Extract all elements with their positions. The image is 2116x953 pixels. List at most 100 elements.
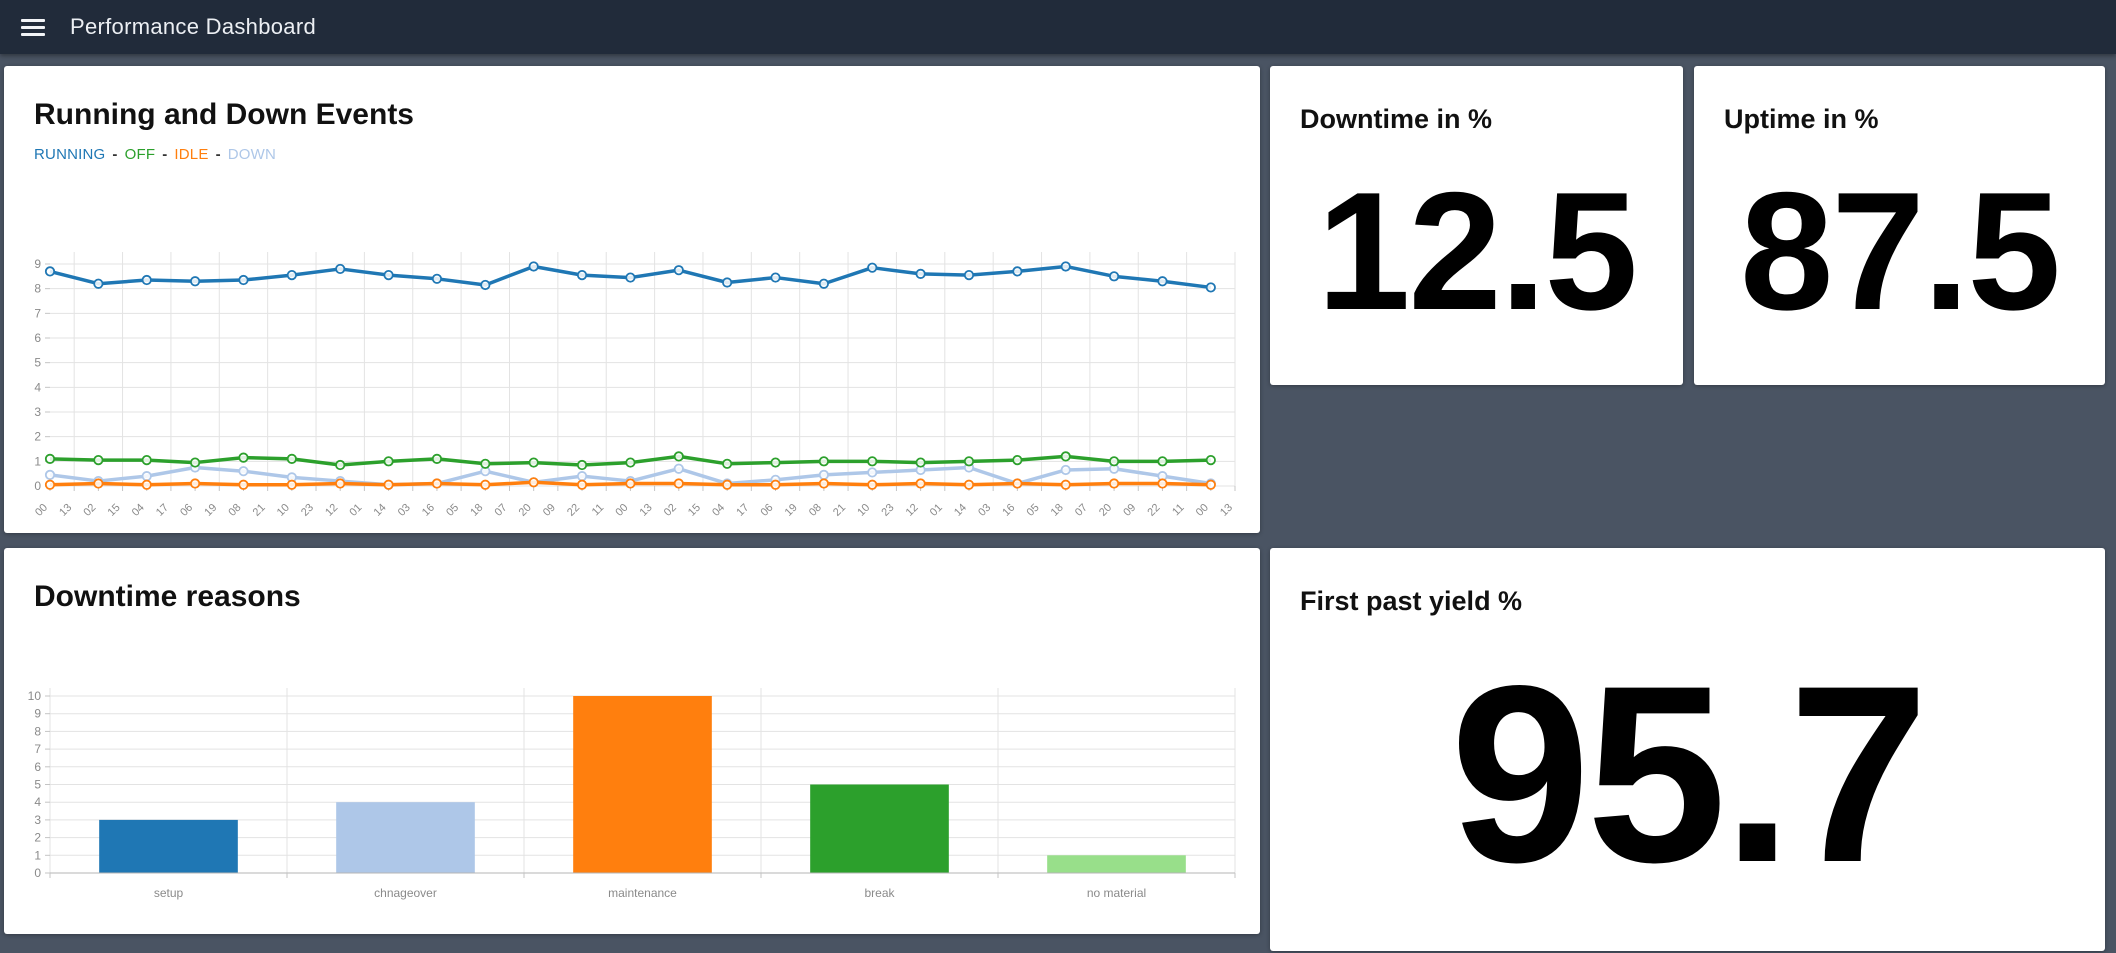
svg-text:19: 19 xyxy=(202,502,219,519)
svg-text:5: 5 xyxy=(34,356,41,370)
svg-text:09: 09 xyxy=(1121,502,1138,519)
svg-text:7: 7 xyxy=(34,742,41,756)
svg-text:1: 1 xyxy=(34,848,41,862)
svg-text:4: 4 xyxy=(34,795,41,809)
panel-downtime-pct: Downtime in % 12.5 xyxy=(1270,66,1683,385)
uptime-value: 87.5 xyxy=(1740,157,2061,345)
svg-text:6: 6 xyxy=(34,331,41,345)
svg-text:00: 00 xyxy=(613,502,630,519)
svg-text:19: 19 xyxy=(783,502,800,519)
svg-text:12: 12 xyxy=(904,502,921,519)
svg-text:4: 4 xyxy=(34,380,41,394)
svg-text:06: 06 xyxy=(758,502,775,519)
svg-text:03: 03 xyxy=(396,502,413,519)
svg-text:14: 14 xyxy=(372,502,389,519)
svg-text:06: 06 xyxy=(178,502,195,519)
svg-text:20: 20 xyxy=(1097,502,1114,519)
panel-running-events: Running and Down Events RUNNING - OFF - IDLE… xyxy=(4,66,1260,533)
svg-text:18: 18 xyxy=(468,502,485,519)
svg-text:17: 17 xyxy=(734,502,751,519)
svg-text:10: 10 xyxy=(855,502,872,519)
svg-text:8: 8 xyxy=(34,724,41,738)
svg-text:12: 12 xyxy=(323,502,340,519)
svg-text:10: 10 xyxy=(275,502,292,519)
svg-text:09: 09 xyxy=(541,502,558,519)
svg-text:6: 6 xyxy=(34,760,41,774)
bar-chnageover[interactable] xyxy=(336,802,475,873)
svg-text:21: 21 xyxy=(251,502,268,519)
legend-item-idle[interactable]: IDLE xyxy=(174,146,209,163)
legend-separator: - xyxy=(215,146,221,163)
first-past-yield-value: 95.7 xyxy=(1450,634,1928,915)
app-title: Performance Dashboard xyxy=(70,14,316,39)
svg-text:9: 9 xyxy=(34,257,41,271)
svg-text:01: 01 xyxy=(347,502,364,519)
svg-text:01: 01 xyxy=(928,502,945,519)
menu-button[interactable] xyxy=(6,0,60,54)
svg-text:10: 10 xyxy=(28,689,42,703)
panel-title-downtime: Downtime in % xyxy=(1300,104,1493,134)
bar-setup[interactable] xyxy=(99,819,238,873)
svg-text:02: 02 xyxy=(662,502,679,519)
legend-separator: - xyxy=(162,146,168,163)
svg-text:07: 07 xyxy=(492,502,509,519)
svg-text:5: 5 xyxy=(34,778,41,792)
svg-text:16: 16 xyxy=(420,502,437,519)
svg-text:chnageover: chnageover xyxy=(374,886,437,900)
bar-maintenance[interactable] xyxy=(573,696,712,873)
panel-title-uptime: Uptime in % xyxy=(1724,104,1879,134)
svg-text:00: 00 xyxy=(1194,502,1211,519)
svg-text:07: 07 xyxy=(1073,502,1090,519)
svg-text:1: 1 xyxy=(34,454,41,468)
svg-text:08: 08 xyxy=(807,502,824,519)
legend-item-running[interactable]: RUNNING xyxy=(34,146,106,163)
svg-text:13: 13 xyxy=(1218,502,1235,519)
svg-text:08: 08 xyxy=(226,502,243,519)
svg-text:23: 23 xyxy=(879,502,896,519)
svg-text:18: 18 xyxy=(1049,502,1066,519)
svg-text:13: 13 xyxy=(638,502,655,519)
panel-downtime-reasons: Downtime reasons 0 1 2 3 4 5 6 7 8 9 10 setup chnage… xyxy=(4,548,1260,934)
bar-break[interactable] xyxy=(810,784,949,874)
legend-item-down[interactable]: DOWN xyxy=(227,146,277,163)
svg-text:17: 17 xyxy=(154,502,171,519)
svg-text:05: 05 xyxy=(1025,502,1042,519)
svg-text:maintenance: maintenance xyxy=(608,886,677,900)
svg-text:13: 13 xyxy=(57,502,74,519)
svg-text:setup: setup xyxy=(154,886,184,900)
panel-first-past-yield: First past yield % 95.7 xyxy=(1270,548,2105,951)
svg-text:no material: no material xyxy=(1087,886,1146,900)
app-header: Performance Dashboard xyxy=(0,0,2116,54)
panel-title-downtime-reasons: Downtime reasons xyxy=(34,580,301,613)
panel-title-first-past-yield: First past yield % xyxy=(1300,586,1523,616)
svg-text:break: break xyxy=(864,886,895,900)
svg-text:8: 8 xyxy=(34,282,41,296)
downtime-value: 12.5 xyxy=(1317,157,1638,345)
svg-text:11: 11 xyxy=(1170,502,1187,519)
svg-text:23: 23 xyxy=(299,502,316,519)
svg-text:15: 15 xyxy=(686,502,703,519)
bar-no-material[interactable] xyxy=(1047,855,1186,873)
panel-title-running-events: Running and Down Events xyxy=(34,98,414,131)
legend-item-off[interactable]: OFF xyxy=(124,146,156,163)
svg-text:2: 2 xyxy=(34,831,41,845)
svg-text:22: 22 xyxy=(565,502,582,519)
svg-text:21: 21 xyxy=(831,502,848,519)
svg-text:22: 22 xyxy=(1145,502,1162,519)
panel-uptime-pct: Uptime in % 87.5 xyxy=(1694,66,2105,385)
legend-separator: - xyxy=(112,146,118,163)
svg-text:02: 02 xyxy=(81,502,98,519)
hamburger-icon xyxy=(21,18,45,22)
svg-text:20: 20 xyxy=(517,502,534,519)
svg-text:2: 2 xyxy=(34,430,41,444)
downtime-reasons-bar-chart[interactable]: 0 1 2 3 4 5 6 7 8 9 10 setup chnageover maintenance br… xyxy=(4,676,1260,926)
chart-legend: RUNNING - OFF - IDLE - DOWN xyxy=(34,146,1260,163)
svg-text:0: 0 xyxy=(34,866,41,880)
svg-text:16: 16 xyxy=(1000,502,1017,519)
svg-text:15: 15 xyxy=(106,502,123,519)
svg-text:0: 0 xyxy=(34,479,41,493)
svg-text:3: 3 xyxy=(34,813,41,827)
svg-text:3: 3 xyxy=(34,405,41,419)
svg-text:9: 9 xyxy=(34,707,41,721)
